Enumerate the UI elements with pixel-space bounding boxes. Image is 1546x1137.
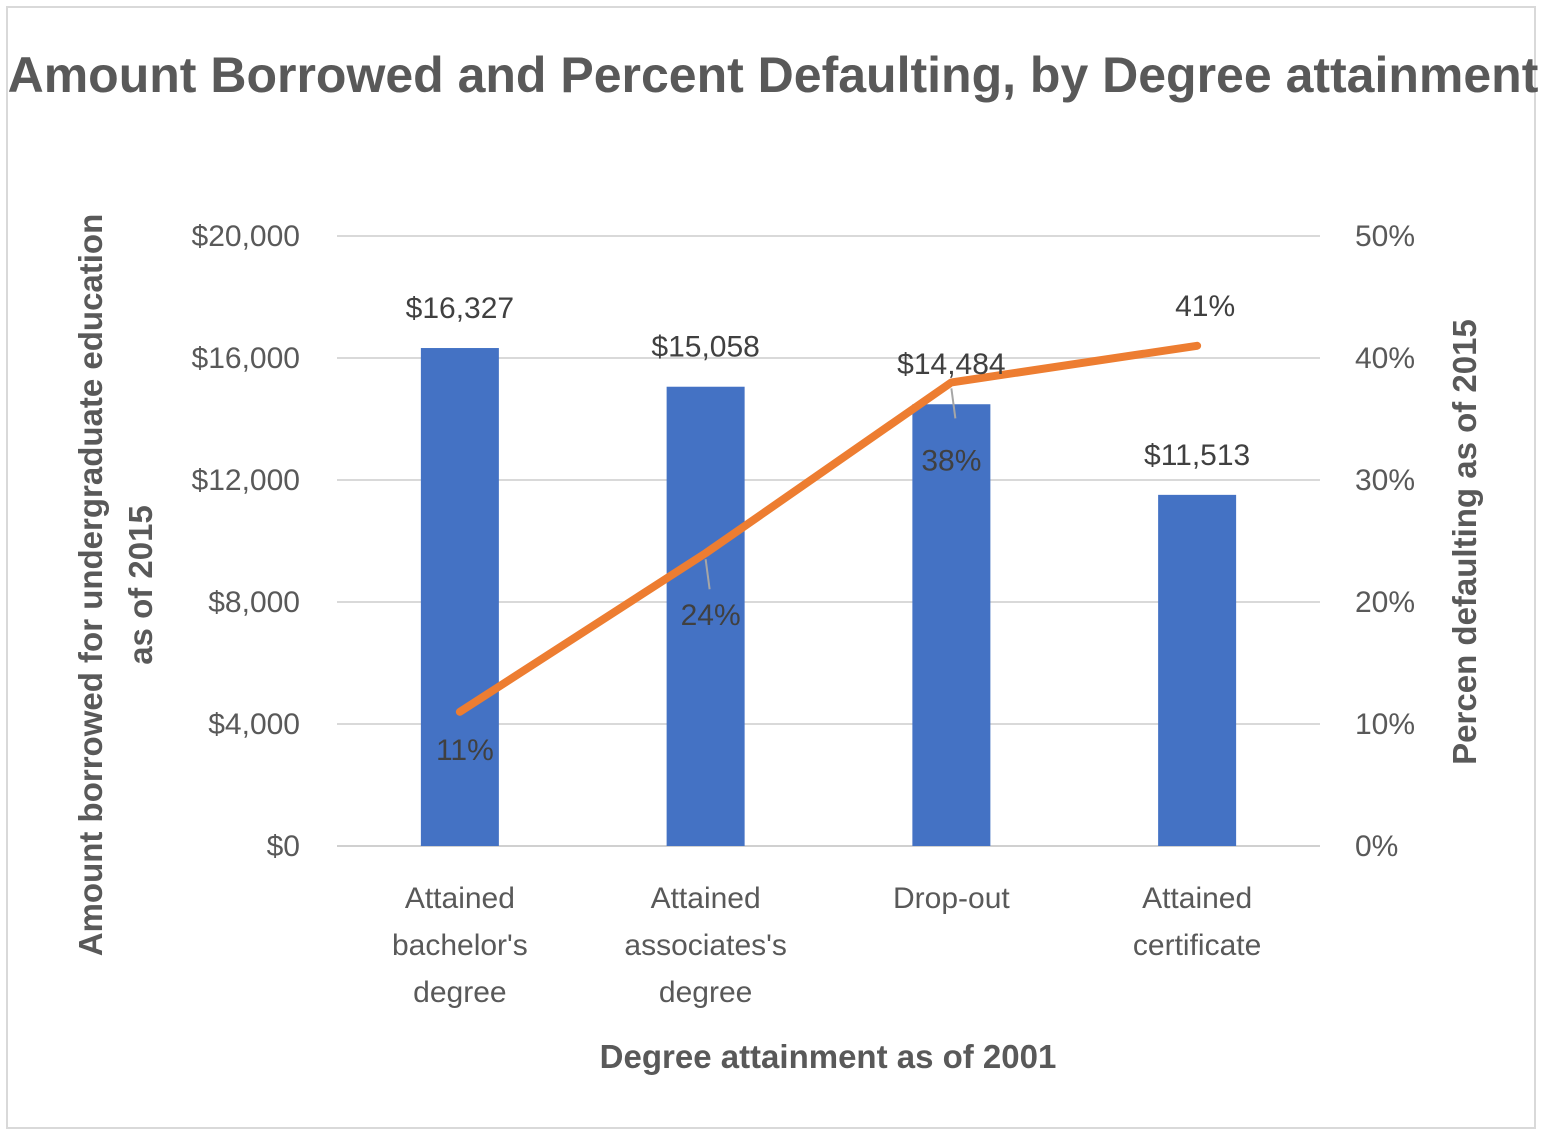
y-axis-title: Amount borrowed for undergraduate educat… — [72, 214, 159, 957]
category-label: Drop-out — [893, 882, 1010, 915]
y-tick-label: $20,000 — [192, 220, 300, 253]
x-axis-title: Degree attainment as of 2001 — [600, 1038, 1057, 1075]
category-labels: Attained bachelor's degree Attained associat… — [392, 882, 1261, 1009]
y2-axis-title: Percen defaulting as of 2015 — [1446, 319, 1483, 765]
line-path — [455, 341, 1202, 716]
y-axis-title-line: as of 2015 — [122, 505, 159, 665]
category-label-line: associates's — [624, 929, 786, 962]
category-label-line: Attained — [651, 882, 761, 915]
bar-value-label: $15,058 — [651, 331, 759, 364]
line-value-label: 38% — [921, 444, 981, 477]
category-label: Attained bachelor's degree — [392, 882, 528, 1009]
bar — [420, 348, 499, 846]
y-axis-title-line: Amount borrowed for undergraduate educat… — [72, 214, 109, 957]
y2-tick-label: 50% — [1355, 220, 1415, 253]
data-labels: $16,327 $15,058 $14,484 $11,513 11% 24% 38% 41% — [406, 290, 1251, 767]
line-series — [455, 341, 1202, 716]
y2-tick-label: 20% — [1355, 586, 1415, 619]
leader-line — [950, 388, 957, 419]
category-label-line: degree — [413, 976, 506, 1009]
line-value-label: 11% — [436, 734, 494, 767]
y-tick-label: $12,000 — [192, 464, 300, 497]
bar-value-label: $16,327 — [406, 292, 514, 325]
line-value-label: 24% — [681, 599, 741, 632]
category-label-line: Attained — [405, 882, 515, 915]
category-label: Attained associates's degree — [624, 882, 786, 1009]
y-tick-label: $4,000 — [208, 708, 300, 741]
category-label-line: Attained — [1142, 882, 1252, 915]
gridlines — [337, 235, 1320, 847]
category-label-line: Drop-out — [893, 882, 1010, 915]
bar-value-label: $14,484 — [897, 348, 1005, 381]
y2-tick-label: 30% — [1355, 464, 1415, 497]
bar-value-label: $11,513 — [1144, 439, 1250, 472]
chart-frame — [6, 6, 1536, 1129]
category-label-line: certificate — [1133, 929, 1261, 962]
bar — [1158, 494, 1237, 846]
category-label: Attained certificate — [1133, 882, 1261, 962]
y-tick-label: $16,000 — [192, 342, 300, 375]
category-label-line: bachelor's — [392, 929, 528, 962]
category-label-line: degree — [659, 976, 752, 1009]
y2-tick-label: 40% — [1355, 342, 1415, 375]
left-axis-ticks: $0 $4,000 $8,000 $12,000 $16,000 $20,000 — [192, 220, 300, 863]
leader-line — [704, 559, 711, 590]
right-axis-ticks: 0% 10% 20% 30% 40% 50% — [1355, 220, 1415, 863]
bar — [666, 386, 745, 846]
y2-tick-label: 0% — [1355, 830, 1398, 863]
bar — [912, 404, 991, 846]
y-tick-label: $8,000 — [208, 586, 300, 619]
chart-title-text: Amount Borrowed and Percent Defaulting, … — [7, 47, 1539, 103]
leader-lines — [704, 388, 957, 590]
bar-series — [420, 348, 1237, 846]
y-tick-label: $0 — [267, 830, 300, 863]
chart-title: Amount Borrowed and Percent Defaulting, … — [0, 42, 1546, 108]
y2-tick-label: 10% — [1355, 708, 1415, 741]
line-value-label: 41% — [1175, 290, 1235, 323]
